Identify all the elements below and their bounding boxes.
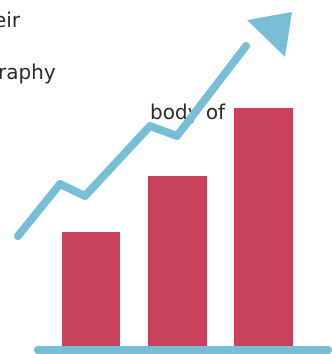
text-fragment-2: raphy xyxy=(0,60,56,84)
bar-2 xyxy=(148,176,207,347)
trend-up-arrow-icon xyxy=(247,12,292,57)
baseline xyxy=(34,346,332,354)
text-fragment-1: eir xyxy=(0,8,21,32)
bar-3 xyxy=(234,108,293,347)
trend-line xyxy=(14,42,250,240)
bar-1 xyxy=(62,232,120,347)
